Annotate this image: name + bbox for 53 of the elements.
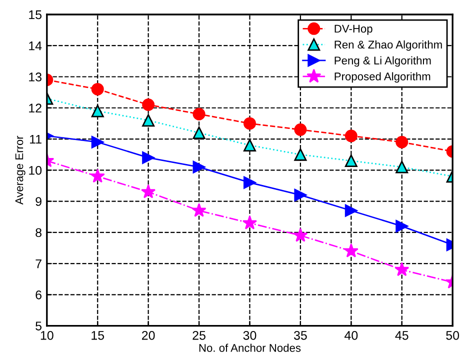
x-tick-label: 40	[344, 330, 358, 340]
point	[192, 160, 206, 174]
y-axis-title: Average Error	[15, 136, 26, 205]
point	[142, 151, 155, 164]
point	[142, 114, 155, 127]
point	[344, 243, 358, 258]
point	[294, 148, 307, 161]
legend-label: Proposed Algorithm	[334, 72, 430, 83]
x-tick-label: 45	[395, 331, 408, 340]
point	[141, 184, 156, 198]
point	[192, 108, 206, 120]
point	[396, 220, 408, 232]
x-tick-label: 30	[243, 330, 256, 340]
point	[344, 154, 358, 168]
y-tick-label: 7	[36, 259, 42, 268]
point	[243, 138, 256, 152]
point	[91, 136, 104, 148]
x-tick-label: 20	[142, 330, 155, 340]
y-tick-label: 12	[29, 104, 42, 112]
point	[192, 126, 206, 140]
point	[243, 176, 256, 189]
point	[242, 215, 258, 230]
y-tick-label: 6	[36, 290, 42, 300]
point	[344, 204, 358, 217]
point	[396, 136, 408, 148]
point	[294, 123, 307, 136]
x-tick-label: 25	[192, 330, 206, 340]
x-axis-title: No. of Anchor Nodes	[199, 344, 301, 352]
y-tick-label: 11	[30, 134, 42, 144]
point	[344, 130, 358, 142]
point	[243, 117, 256, 130]
legend-label: DV-Hop	[334, 24, 372, 35]
y-tick-label: 10	[29, 166, 42, 175]
point	[91, 82, 104, 96]
x-tick-label: 35	[294, 330, 307, 340]
legend-label: Peng & Li Algorithm	[334, 56, 431, 67]
point	[142, 98, 155, 112]
point	[396, 160, 408, 174]
point	[90, 168, 105, 183]
point	[91, 104, 104, 118]
y-tick-label: 15	[29, 10, 42, 20]
point	[293, 228, 308, 242]
y-tick-label: 5	[36, 322, 42, 330]
point	[192, 202, 206, 217]
y-tick-label: 9	[36, 197, 42, 206]
x-tick-label: 50	[446, 330, 460, 340]
y-tick-label: 13	[29, 72, 42, 82]
y-tick-label: 8	[36, 228, 42, 238]
point	[294, 188, 307, 202]
legend-label: Ren & Zhao Algorithm	[334, 40, 442, 51]
x-tick-label: 15	[92, 331, 104, 340]
y-tick-label: 14	[29, 42, 42, 50]
point	[394, 262, 410, 276]
